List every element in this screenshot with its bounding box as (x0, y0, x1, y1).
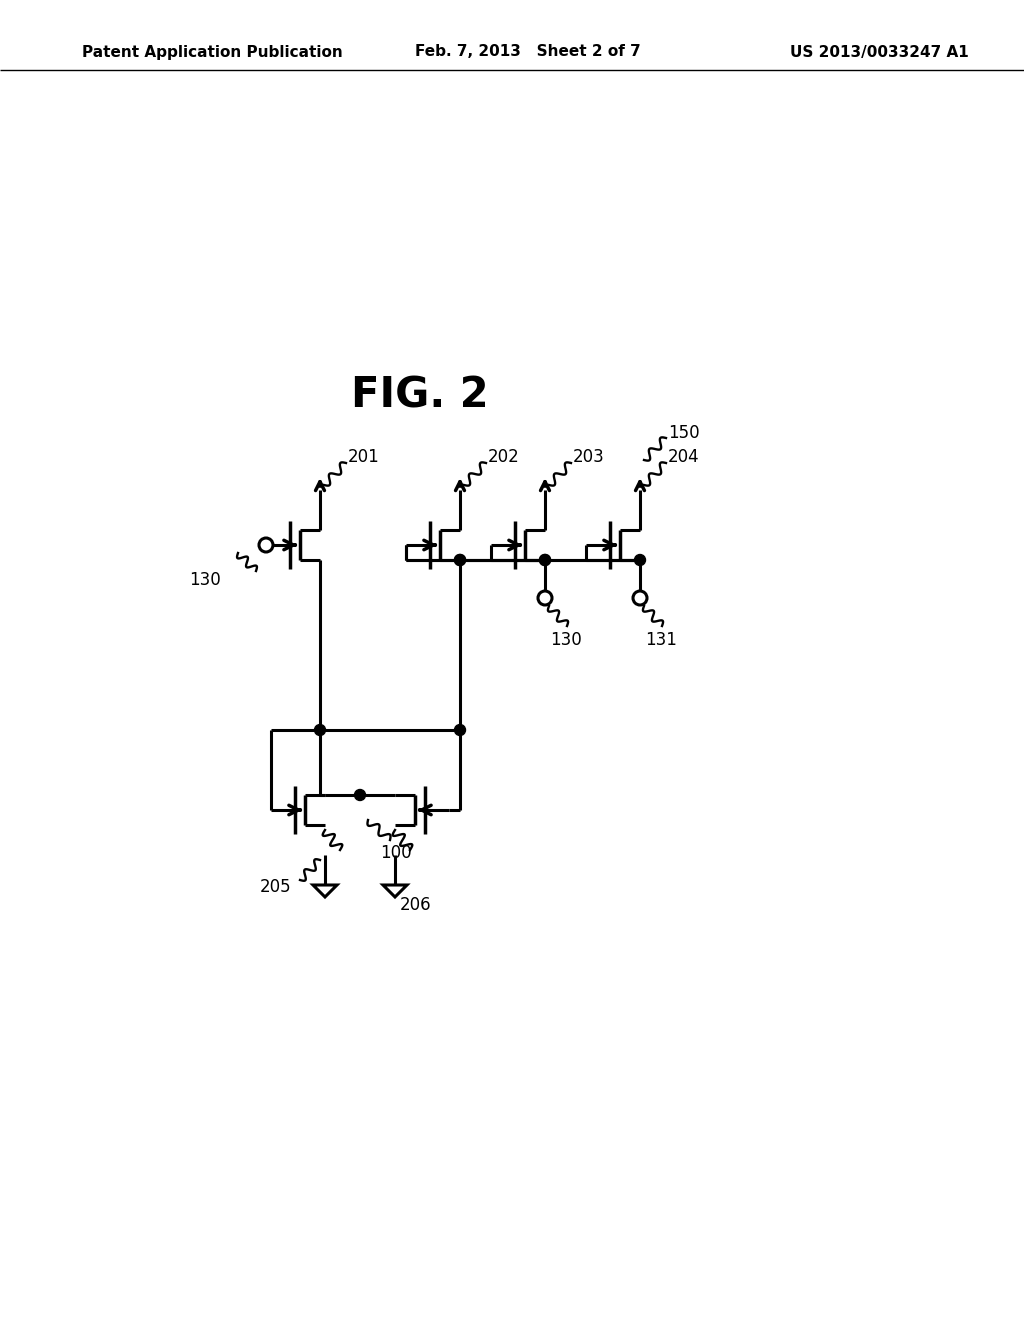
Circle shape (540, 554, 551, 565)
Text: 130: 130 (550, 631, 582, 649)
Text: 205: 205 (260, 878, 292, 896)
Text: US 2013/0033247 A1: US 2013/0033247 A1 (790, 45, 969, 59)
Text: 204: 204 (668, 447, 699, 466)
Circle shape (455, 554, 466, 565)
Text: 150: 150 (668, 424, 699, 442)
Polygon shape (383, 884, 407, 898)
Text: 206: 206 (400, 896, 432, 913)
Circle shape (314, 725, 326, 735)
Circle shape (455, 554, 466, 565)
Circle shape (259, 539, 273, 552)
Circle shape (354, 789, 366, 800)
Text: 130: 130 (189, 572, 221, 589)
Text: 100: 100 (380, 843, 412, 862)
Text: 202: 202 (488, 447, 520, 466)
Text: 131: 131 (645, 631, 677, 649)
Text: Patent Application Publication: Patent Application Publication (82, 45, 343, 59)
Circle shape (635, 554, 645, 565)
Circle shape (455, 725, 466, 735)
Text: 201: 201 (348, 447, 380, 466)
Circle shape (633, 591, 647, 605)
Text: 203: 203 (573, 447, 605, 466)
Polygon shape (313, 884, 337, 898)
Text: Feb. 7, 2013   Sheet 2 of 7: Feb. 7, 2013 Sheet 2 of 7 (415, 45, 641, 59)
Text: FIG. 2: FIG. 2 (351, 374, 488, 416)
Circle shape (538, 591, 552, 605)
Circle shape (540, 554, 551, 565)
